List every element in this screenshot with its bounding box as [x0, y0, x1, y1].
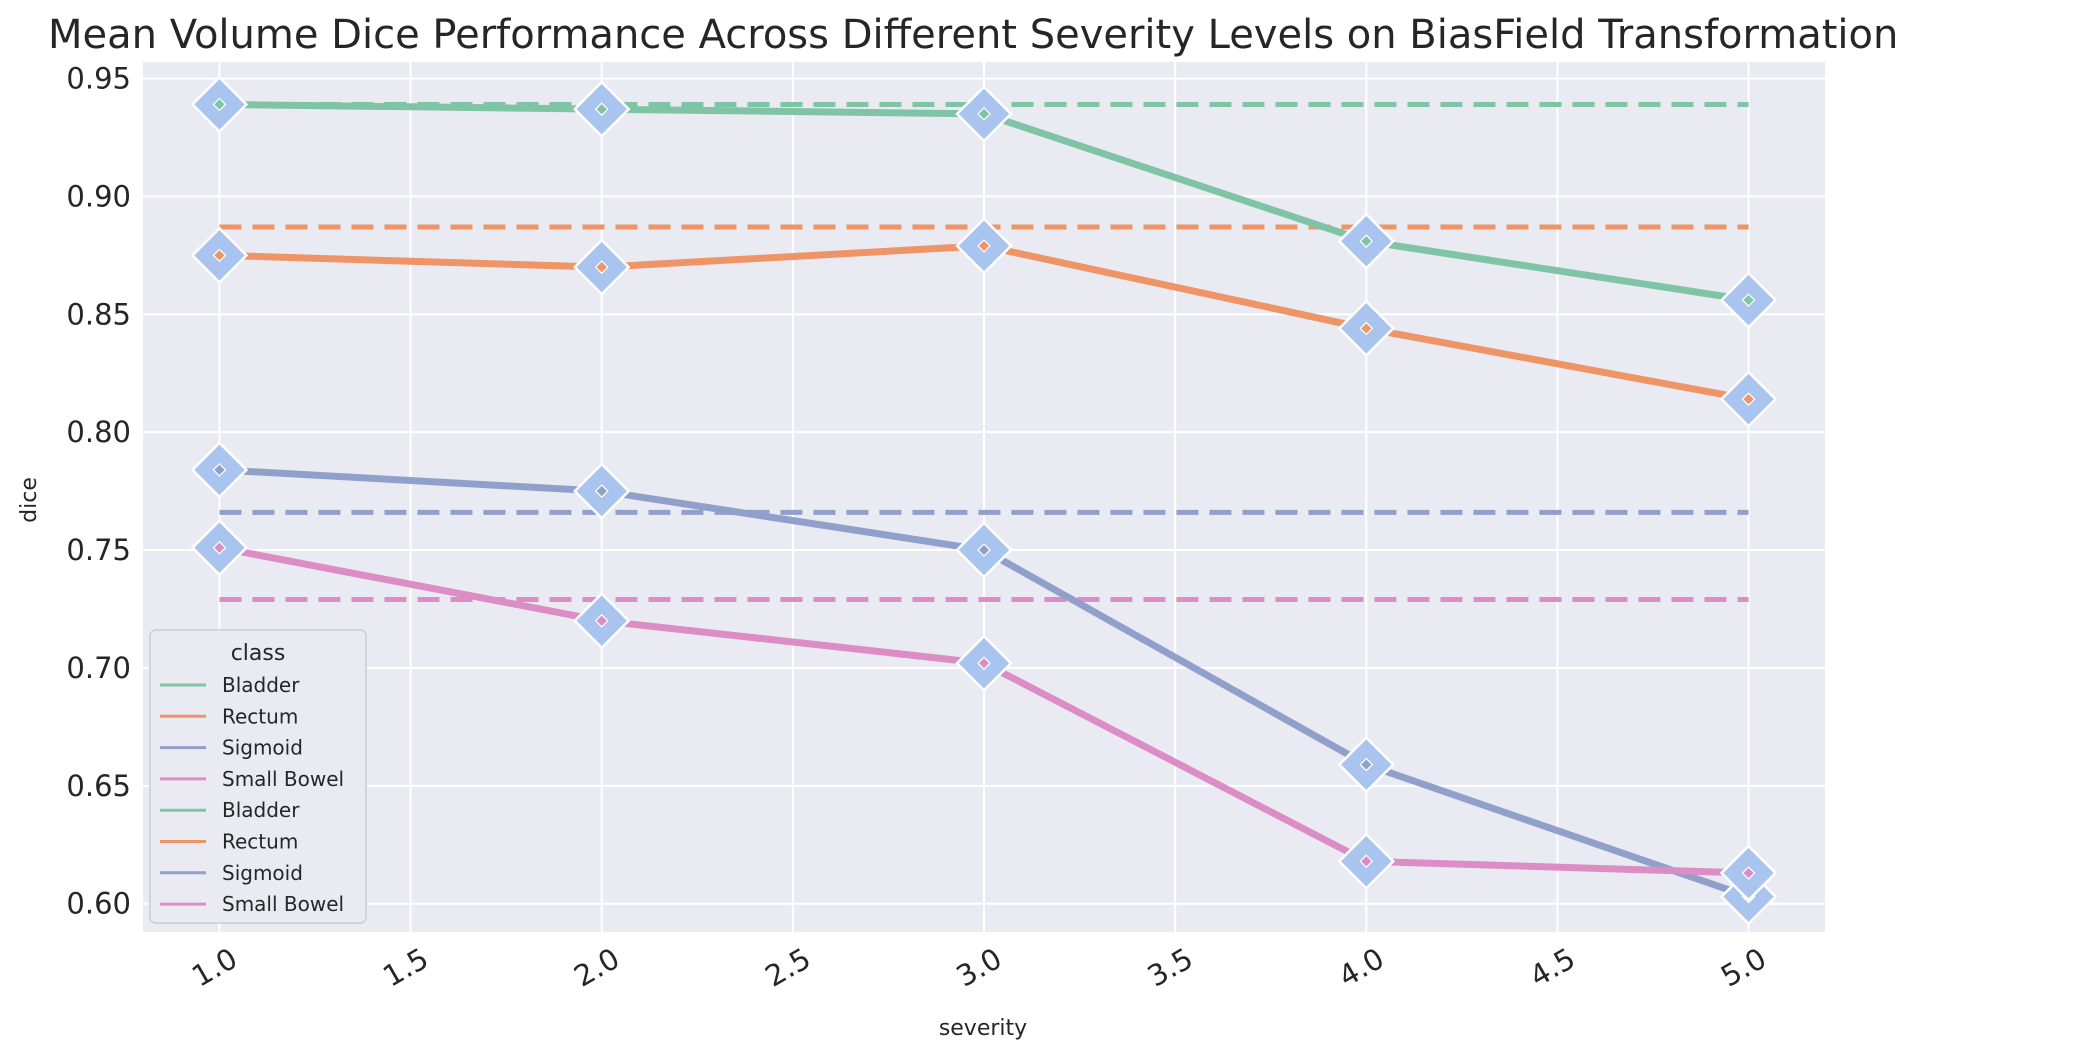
- legend-label: Sigmoid: [222, 736, 303, 760]
- point-small-bowel: [594, 613, 609, 628]
- x-tick-label: 4.5: [1524, 941, 1581, 994]
- y-tick-label: 0.70: [66, 651, 131, 685]
- legend-box: [149, 629, 367, 924]
- series-markers: [190, 75, 1778, 926]
- legend-label: Rectum: [222, 704, 298, 728]
- gridlines: [143, 62, 1825, 932]
- point-rectum: [594, 260, 609, 274]
- point-rectum: [1741, 392, 1756, 407]
- legend-label: Small Bowel: [222, 767, 344, 791]
- legend-label: Small Bowel: [222, 892, 344, 916]
- chart-title: Mean Volume Dice Performance Across Diff…: [48, 12, 1898, 58]
- x-tick-label: 1.0: [186, 941, 243, 994]
- x-tick-label: 4.0: [1333, 941, 1390, 994]
- point-bladder: [1359, 234, 1374, 249]
- x-tick-label: 3.0: [951, 941, 1008, 994]
- x-tick-label: 1.5: [377, 941, 434, 994]
- x-tick-label: 2.5: [759, 941, 816, 994]
- y-tick-label: 0.90: [66, 179, 131, 213]
- legend-items: Bladder Rectum Sigmoid Small Bowel Bladder Re…: [160, 673, 344, 916]
- point-small-bowel: [977, 656, 991, 671]
- y-tick-label: 0.75: [66, 533, 131, 567]
- y-tick-label: 0.95: [66, 62, 131, 96]
- legend-title: class: [231, 641, 286, 666]
- x-tick-label: 2.0: [568, 941, 625, 994]
- point-bladder: [1741, 293, 1756, 307]
- point-rectum: [1359, 321, 1374, 336]
- x-axis-label: severity: [939, 1016, 1027, 1041]
- point-sigmoid: [594, 484, 609, 498]
- x-tick-label: 5.0: [1715, 941, 1772, 994]
- point-small-bowel: [212, 540, 227, 555]
- legend-label: Bladder: [222, 798, 300, 822]
- legend-label: Bladder: [222, 673, 300, 697]
- point-bladder: [977, 107, 991, 121]
- x-tick-labels: 1.0 1.5 2.0 2.5 3.0 3.5 4.0 4.5 5.0: [186, 941, 1772, 994]
- point-rectum: [977, 239, 991, 253]
- legend-label: Sigmoid: [222, 861, 303, 885]
- x-tick-label: 3.5: [1142, 941, 1199, 994]
- y-tick-label: 0.85: [66, 297, 131, 331]
- point-sigmoid: [977, 543, 991, 557]
- point-sigmoid: [1359, 757, 1374, 772]
- legend-label: Rectum: [222, 830, 298, 854]
- y-tick-label: 0.65: [66, 769, 131, 803]
- point-sigmoid: [212, 463, 227, 477]
- point-bladder: [212, 97, 227, 112]
- point-rectum: [212, 248, 227, 263]
- point-small-bowel: [1359, 854, 1374, 869]
- y-axis-label: dice: [17, 477, 42, 523]
- point-bladder: [594, 102, 609, 117]
- point-small-bowel: [1741, 866, 1756, 880]
- y-tick-label: 0.60: [66, 887, 131, 921]
- y-tick-label: 0.80: [66, 415, 131, 449]
- y-tick-labels: 0.60 0.65 0.70 0.75 0.80 0.85 0.90 0.95: [66, 62, 131, 921]
